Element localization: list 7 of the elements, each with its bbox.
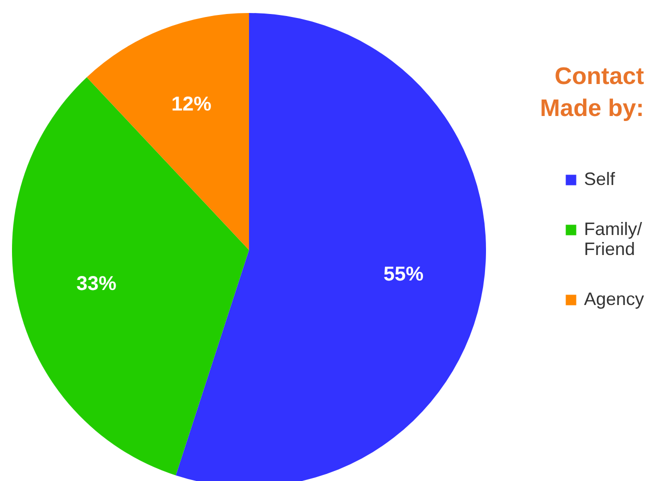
legend-label: Self bbox=[584, 169, 616, 189]
legend-title: Contact Made by: bbox=[540, 63, 644, 122]
legend-label: Family/Friend bbox=[584, 219, 642, 259]
legend-label: Agency bbox=[584, 289, 644, 309]
data-label: 55% bbox=[383, 263, 424, 286]
data-label: 12% bbox=[171, 94, 212, 116]
data-label: 33% bbox=[76, 273, 117, 296]
